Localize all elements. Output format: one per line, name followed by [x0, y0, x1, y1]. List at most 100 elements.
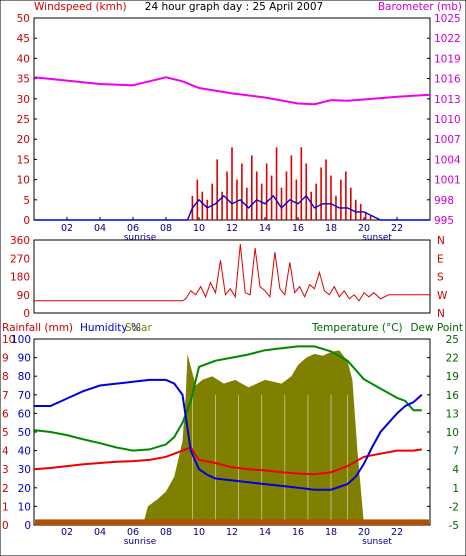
direction-compass-label: N	[437, 308, 445, 320]
rainfall-axis-title: Rainfall (mm)	[2, 322, 73, 334]
barometer-tick-label: 1004	[434, 154, 461, 166]
x-tick-label-bottom: 14	[259, 527, 271, 538]
x-tick-label-top: 22	[391, 223, 403, 234]
x-tick-label-top: 18	[325, 223, 337, 234]
direction-degree-label: 180	[10, 272, 30, 284]
x-tick-label-top: 14	[259, 223, 271, 234]
x-tick-label-bottom: 06	[127, 527, 139, 538]
windspeed-tick-label: 45	[17, 33, 30, 45]
humidity-tick-label: 30	[18, 464, 31, 476]
windspeed-axis-title: Windspeed (kmh)	[34, 1, 127, 13]
direction-degree-label: 0	[23, 308, 30, 320]
humidity-tick-label: 20	[18, 483, 31, 495]
windspeed-tick-label: 20	[17, 134, 30, 146]
humidity-line	[34, 378, 423, 491]
temperature-tick-label: 25	[446, 334, 459, 346]
x-tick-label-top: 02	[61, 223, 73, 234]
x-tick-label-bottom: 12	[226, 527, 238, 538]
direction-compass-label: S	[437, 272, 444, 284]
sunset-label-bottom: sunset	[362, 537, 392, 547]
rainfall-tick-label: 2	[2, 483, 9, 495]
humidity-tick-label: 60	[18, 408, 31, 420]
humidity-tick-label: 50	[18, 427, 31, 439]
humidity-tick-label: 90	[18, 353, 31, 365]
x-tick-label-bottom: 20	[358, 527, 370, 538]
chart-marks: 0510152025303540455099599810011004100710…	[2, 13, 461, 538]
barometer-line	[33, 76, 431, 106]
temperature-tick-label: 19	[446, 371, 459, 383]
barometer-axis-title: Barometer (mb)	[378, 1, 462, 13]
windspeed-tick-label: 10	[17, 175, 30, 187]
barometer-tick-label: 1013	[434, 94, 461, 106]
barometer-tick-label: 1010	[434, 114, 461, 126]
windspeed-tick-label: 25	[17, 114, 30, 126]
rainfall-tick-label: 4	[2, 446, 9, 458]
barometer-tick-label: 1007	[434, 134, 461, 146]
rainfall-tick-label: 10	[2, 334, 15, 346]
x-tick-label-top: 04	[94, 223, 106, 234]
direction-degree-label: 90	[17, 290, 30, 302]
chart-title: 24 hour graph day : 25 April 2007	[145, 1, 323, 13]
rainfall-tick-label: 8	[2, 371, 9, 383]
windspeed-tick-label: 30	[17, 94, 30, 106]
x-tick-label-top: 16	[292, 223, 304, 234]
x-tick-label-bottom: 08	[160, 527, 172, 538]
x-tick-label-top: 06	[127, 223, 139, 234]
barometer-tick-label: 1001	[434, 175, 461, 187]
humidity-tick-label: 40	[18, 446, 31, 458]
temperature-tick-label: 10	[446, 427, 459, 439]
sunrise-label-top: sunrise	[124, 233, 157, 243]
dewpoint-axis-title: Dew Point	[410, 322, 463, 334]
dew-point-line	[33, 446, 422, 476]
rainfall-tick-label: 5	[2, 427, 9, 439]
temperature-tick-label: -2	[449, 501, 459, 513]
temperature-axis-title: Temperature (°C)	[311, 322, 403, 334]
windspeed-tick-label: 5	[23, 195, 30, 207]
barometer-tick-label: 1025	[434, 13, 461, 25]
humidity-tick-label: 0	[24, 520, 31, 532]
avg-windspeed-line	[34, 194, 430, 221]
barometer-tick-label: 995	[434, 215, 454, 227]
windspeed-tick-label: 15	[17, 154, 30, 166]
x-tick-label-bottom: 10	[193, 527, 205, 538]
rainfall-tick-label: 9	[2, 353, 9, 365]
rainfall-tick-label: 0	[2, 520, 9, 532]
x-tick-label-bottom: 04	[94, 527, 106, 538]
panel-wind-direction	[33, 239, 431, 314]
sunrise-label-bottom: sunrise	[124, 537, 157, 547]
temperature-tick-label: 4	[452, 464, 459, 476]
humidity-tick-label: 70	[18, 390, 31, 402]
temperature-line	[33, 345, 422, 452]
rainfall-tick-label: 3	[2, 464, 9, 476]
temperature-tick-label: 22	[446, 353, 459, 365]
direction-compass-label: E	[437, 253, 444, 265]
direction-degree-label: 270	[10, 253, 30, 265]
sunset-label-top: sunset	[362, 233, 392, 243]
barometer-tick-label: 1019	[434, 53, 461, 65]
windspeed-tick-label: 40	[17, 53, 30, 65]
windspeed-tick-label: 0	[23, 215, 30, 227]
rainfall-tick-label: 1	[2, 501, 9, 513]
x-tick-label-bottom: 16	[292, 527, 304, 538]
direction-compass-label: N	[437, 235, 445, 247]
direction-degree-label: 360	[10, 235, 30, 247]
humidity-tick-label: 10	[18, 501, 31, 513]
direction-compass-label: W	[437, 290, 448, 302]
temperature-tick-label: 13	[446, 408, 459, 420]
temperature-tick-label: -5	[449, 520, 459, 532]
solar-axis-title: Solar	[125, 322, 152, 334]
temperature-tick-label: 16	[446, 390, 460, 402]
x-tick-label-bottom: 22	[391, 527, 403, 538]
windspeed-tick-label: 35	[17, 74, 30, 86]
barometer-tick-label: 1016	[434, 74, 461, 86]
temperature-tick-label: 1	[452, 483, 459, 495]
rainfall-tick-label: 6	[2, 408, 9, 420]
x-tick-label-top: 10	[193, 223, 205, 234]
rainfall-tick-label: 7	[2, 390, 9, 402]
rainfall-area	[35, 519, 429, 525]
x-tick-label-top: 20	[358, 223, 370, 234]
x-tick-label-bottom: 02	[61, 527, 73, 538]
humidity-tick-label: 80	[18, 371, 31, 383]
